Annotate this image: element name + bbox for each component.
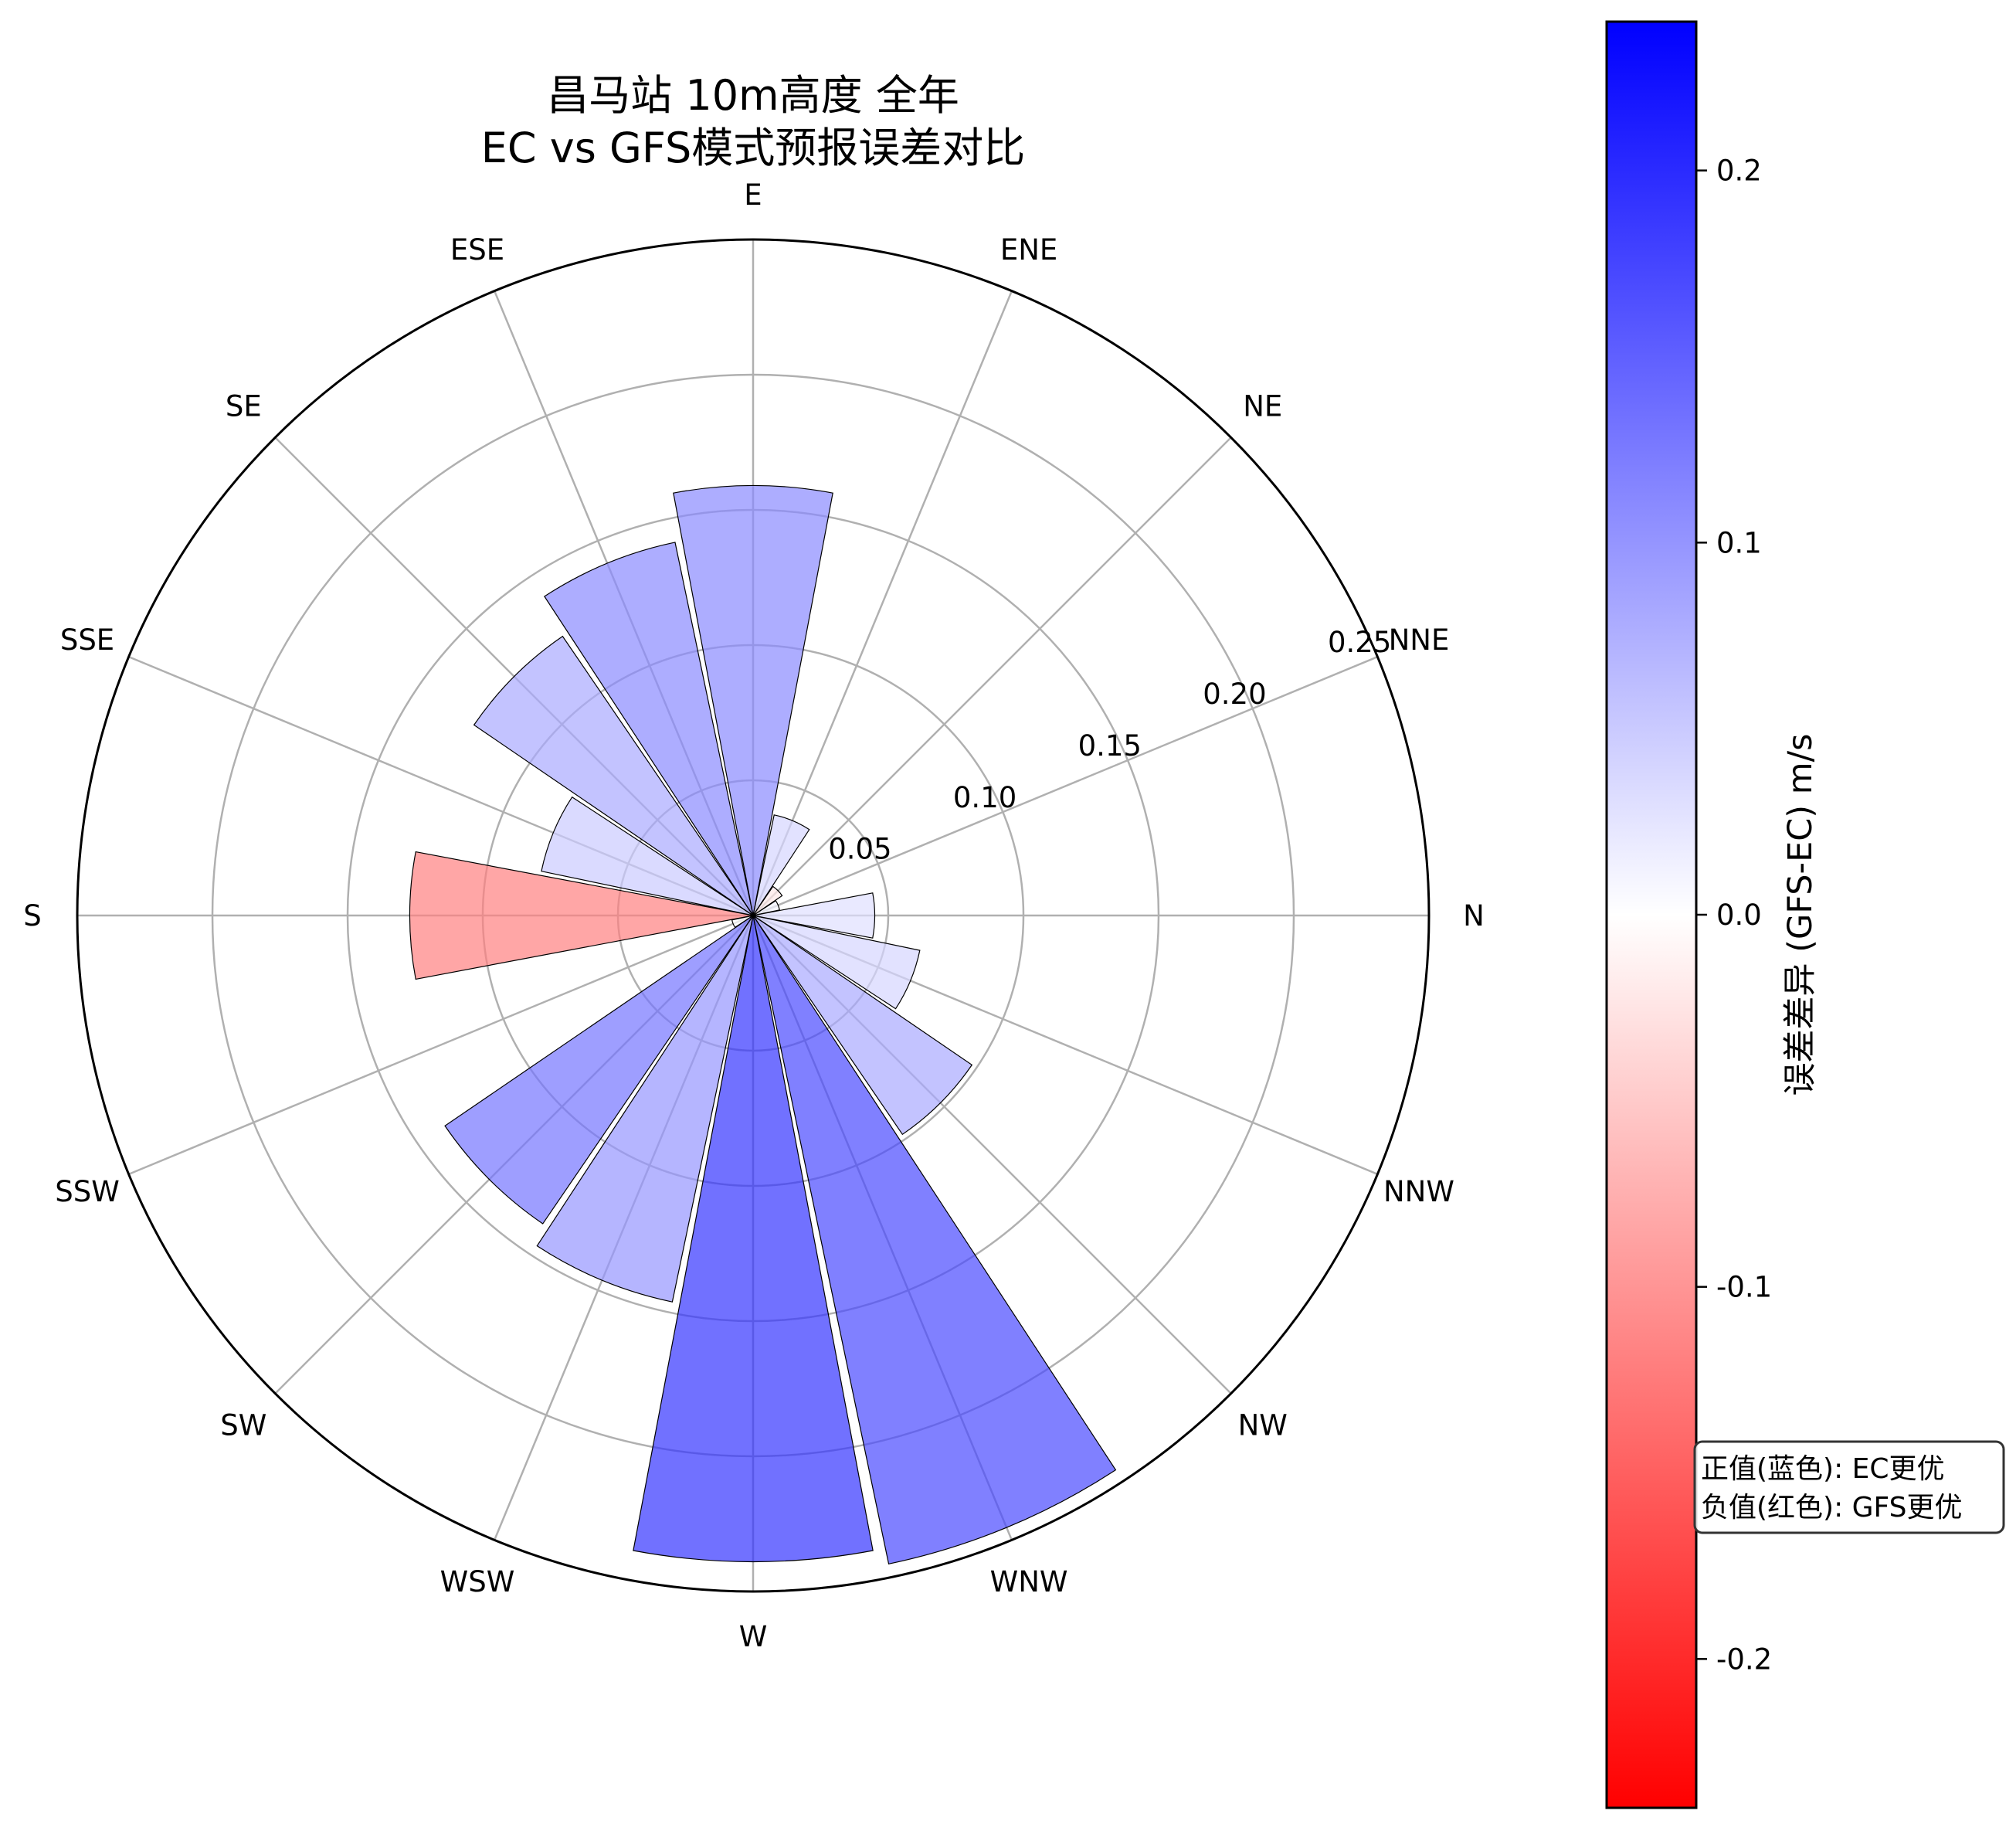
spoke-ene bbox=[752, 290, 1013, 916]
bar-ene bbox=[752, 814, 810, 916]
radial-tick-label: 0.10 bbox=[953, 781, 1016, 814]
bar-s bbox=[409, 851, 754, 980]
bar-w bbox=[633, 915, 874, 1563]
direction-label-nnw: NNW bbox=[1383, 1175, 1454, 1208]
bar-sse bbox=[541, 796, 754, 916]
bar-e bbox=[673, 484, 833, 916]
colorbar-tick-label: -0.1 bbox=[1716, 1271, 1772, 1304]
direction-label-ese: ESE bbox=[450, 233, 504, 267]
legend-note-box: 正值(蓝色): EC更优 负值(红色): GFS更优 bbox=[1693, 1440, 2005, 1534]
colorbar-label: 误差差异 (GFS-EC) m/s bbox=[1781, 734, 1820, 1096]
spoke-ne bbox=[752, 437, 1232, 916]
legend-note-frame bbox=[1693, 1440, 2005, 1534]
bar-nw bbox=[752, 915, 973, 1136]
bar-se bbox=[473, 635, 754, 916]
bars-group bbox=[76, 238, 1431, 1593]
radial-tick-label: 0.15 bbox=[1078, 729, 1142, 763]
colorbar-ticks: -0.2 -0.1 0.0 0.1 0.2 bbox=[1696, 155, 1772, 1676]
direction-label-sw: SW bbox=[220, 1409, 266, 1442]
legend-note-positive: 正值(蓝色): EC更优 bbox=[1701, 1453, 1945, 1485]
legend-note-negative: 负值(红色): GFS更优 bbox=[1701, 1492, 1963, 1524]
direction-label-n: N bbox=[1463, 899, 1485, 932]
radial-tick-label: 0.20 bbox=[1203, 678, 1266, 711]
bar-nnw bbox=[752, 915, 921, 1010]
bar-n bbox=[752, 892, 876, 939]
direction-label-nw: NW bbox=[1238, 1409, 1288, 1442]
bar-ese bbox=[544, 542, 754, 916]
direction-label-se: SE bbox=[226, 389, 262, 423]
colorbar-tick-label: 0.2 bbox=[1716, 155, 1762, 188]
colorbar-tick-label: 0.1 bbox=[1716, 526, 1762, 559]
colorbar: -0.2 -0.1 0.0 0.1 0.2 误差差异 (GFS-EC) m/s bbox=[1605, 20, 1820, 1809]
colorbar-gradient bbox=[1605, 20, 1698, 1809]
direction-label-s: S bbox=[23, 899, 42, 932]
bar-wnw bbox=[752, 915, 1117, 1565]
bar-wsw bbox=[536, 915, 754, 1303]
bar-ne bbox=[752, 885, 783, 916]
polar-frame bbox=[76, 238, 1431, 1593]
direction-labels: N NNE NE ENE E ESE SE SSE S SSW SW WSW W WNW NW NNW bbox=[23, 178, 1485, 1653]
direction-label-wnw: WNW bbox=[990, 1565, 1068, 1598]
bar-nne bbox=[752, 900, 780, 916]
colorbar-tick-label: 0.0 bbox=[1716, 899, 1762, 932]
direction-label-wsw: WSW bbox=[440, 1565, 515, 1598]
radial-tick-label: 0.25 bbox=[1328, 626, 1391, 659]
radial-tick-label: 0.05 bbox=[828, 833, 891, 866]
bar-sw bbox=[444, 915, 754, 1225]
spoke-ssw bbox=[128, 914, 754, 1176]
colorbar-tick-label: -0.2 bbox=[1716, 1642, 1772, 1676]
direction-label-sse: SSE bbox=[60, 623, 114, 657]
spoke-nne bbox=[752, 655, 1378, 917]
direction-label-e: E bbox=[744, 178, 762, 212]
direction-label-w: W bbox=[739, 1620, 768, 1653]
direction-label-ne: NE bbox=[1243, 389, 1282, 423]
direction-label-nne: NNE bbox=[1389, 623, 1450, 657]
chart-title-line-2: EC vs GFS模式预报误差对比 bbox=[481, 124, 1025, 172]
radial-tick-labels: 0.05 0.10 0.15 0.20 0.25 bbox=[828, 626, 1391, 866]
direction-label-ssw: SSW bbox=[55, 1175, 120, 1208]
direction-label-ene: ENE bbox=[1000, 233, 1057, 267]
chart-title-line-1: 昌马站 10m高度 全年 bbox=[547, 71, 959, 120]
